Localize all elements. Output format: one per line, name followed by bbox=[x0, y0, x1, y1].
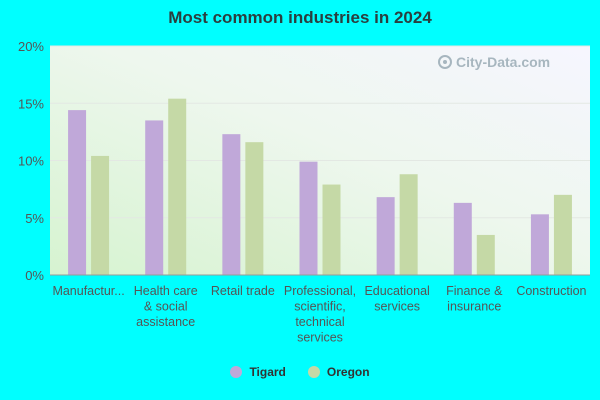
bar-oregon bbox=[168, 98, 187, 275]
magnifier-icon bbox=[438, 55, 452, 69]
y-tick-label: 5% bbox=[25, 211, 44, 226]
y-axis-ticks: 0% 5% 10% 15% 20% bbox=[18, 39, 44, 283]
x-axis-labels: Manufactur... Health care & social assistan… bbox=[52, 284, 586, 345]
legend-item-tigard: Tigard bbox=[230, 365, 286, 379]
chart-title: Most common industries in 2024 bbox=[168, 8, 432, 27]
bar-tigard bbox=[453, 202, 472, 275]
x-tick-label: Educational services bbox=[364, 284, 429, 314]
bar-oregon bbox=[553, 194, 572, 275]
bars bbox=[68, 98, 572, 276]
legend-swatch-tigard bbox=[230, 366, 243, 378]
y-tick-label: 0% bbox=[25, 268, 44, 283]
legend-swatch-oregon bbox=[307, 366, 320, 378]
bar-oregon bbox=[476, 234, 495, 275]
x-tick-label: Retail trade bbox=[211, 284, 275, 298]
watermark-text: City-Data.com bbox=[456, 54, 551, 70]
y-tick-label: 20% bbox=[18, 39, 44, 54]
bar-oregon bbox=[245, 142, 264, 275]
legend-label-tigard: Tigard bbox=[249, 365, 286, 379]
y-tick-label: 15% bbox=[18, 96, 44, 111]
x-tick-label: Finance & insurance bbox=[446, 284, 503, 314]
x-tick-label: Health care & social assistance bbox=[134, 284, 198, 329]
x-tick-label: Manufactur... bbox=[52, 284, 124, 298]
bar-tigard bbox=[145, 120, 164, 275]
bar-oregon bbox=[399, 174, 418, 275]
bar-oregon bbox=[322, 184, 341, 275]
bar-tigard bbox=[222, 134, 241, 275]
watermark: City-Data.com bbox=[438, 54, 550, 70]
bar-oregon bbox=[91, 155, 110, 275]
x-tick-label: Construction bbox=[516, 284, 586, 298]
bar-tigard bbox=[299, 161, 318, 275]
legend-label-oregon: Oregon bbox=[326, 365, 370, 379]
bar-tigard bbox=[530, 214, 549, 275]
y-tick-label: 10% bbox=[18, 154, 44, 169]
bar-tigard bbox=[68, 110, 87, 276]
gridlines bbox=[50, 45, 590, 219]
bar-tigard bbox=[376, 197, 395, 275]
legend-item-oregon: Oregon bbox=[307, 365, 370, 379]
legend: Tigard Oregon bbox=[0, 365, 600, 379]
x-tick-label: Professional, scientific, technical service… bbox=[284, 284, 356, 345]
